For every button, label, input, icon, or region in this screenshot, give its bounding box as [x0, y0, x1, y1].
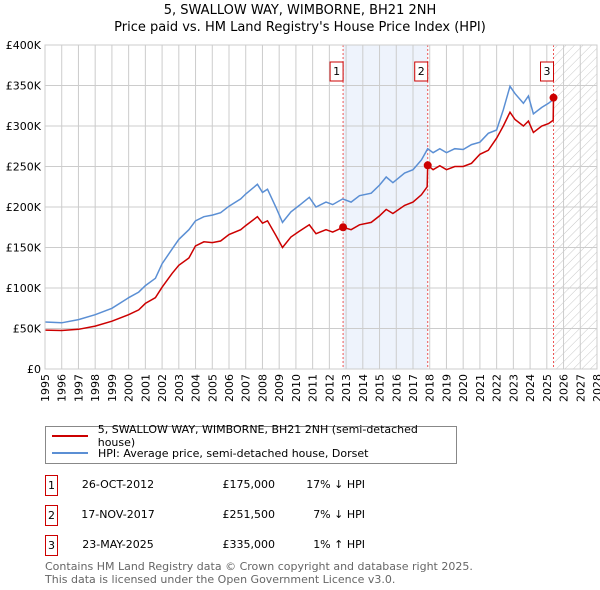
transaction-price: £175,000: [222, 478, 276, 491]
footer-line-1: Contains HM Land Registry data © Crown c…: [45, 560, 473, 573]
transaction-price: £335,000: [222, 538, 276, 551]
x-tick-label: 2025: [541, 374, 554, 402]
x-tick-label: 2024: [524, 374, 537, 402]
sale-point: [339, 223, 348, 232]
title-line-1: 5, SWALLOW WAY, WIMBORNE, BH21 2NH: [163, 3, 437, 18]
transaction-row: 3 23-MAY-2025 £335,000 1% ↑ HPI: [45, 535, 445, 556]
marker-badge-label: 1: [333, 65, 340, 78]
x-tick-label: 2017: [407, 374, 420, 402]
y-tick-label: £150K: [6, 242, 42, 255]
chart-legend: 5, SWALLOW WAY, WIMBORNE, BH21 2NH (semi…: [45, 423, 457, 464]
y-tick-label: £400K: [6, 39, 42, 52]
transaction-hpi-diff: 17% ↓ HPI: [306, 478, 365, 491]
x-tick-label: 2012: [323, 374, 336, 402]
transaction-date: 17-NOV-2017: [81, 508, 155, 521]
marker-badge: [329, 61, 344, 82]
title-line-2: Price paid vs. HM Land Registry's House …: [114, 20, 486, 35]
legend-item-property: 5, SWALLOW WAY, WIMBORNE, BH21 2NH (semi…: [52, 423, 456, 449]
transaction-badge: 2: [45, 505, 58, 526]
x-tick-label: 2013: [340, 374, 353, 402]
x-tick-label: 2022: [491, 374, 504, 402]
x-tick-label: 2011: [307, 374, 320, 402]
x-tick-label: 2003: [173, 374, 186, 402]
x-tick-label: 1997: [72, 374, 85, 402]
x-tick-label: 1998: [89, 374, 102, 402]
y-tick-label: £300K: [6, 120, 42, 133]
x-tick-label: 2028: [591, 374, 600, 402]
transaction-hpi-diff: 7% ↓ HPI: [313, 508, 365, 521]
x-tick-label: 2027: [574, 374, 587, 402]
transaction-date: 23-MAY-2025: [82, 538, 154, 551]
x-tick-label: 2018: [424, 374, 437, 402]
x-tick-label: 2007: [240, 374, 253, 402]
legend-label-property: 5, SWALLOW WAY, WIMBORNE, BH21 2NH (semi…: [97, 423, 418, 449]
x-tick-label: 2026: [558, 374, 571, 402]
transaction-hpi-diff: 1% ↑ HPI: [313, 538, 365, 551]
chart-title: 5, SWALLOW WAY, WIMBORNE, BH21 2NH Price…: [0, 2, 600, 36]
transaction-row: 2 17-NOV-2017 £251,500 7% ↓ HPI: [45, 505, 445, 526]
y-tick-label: £50K: [13, 323, 42, 336]
x-tick-label: 2008: [256, 374, 269, 402]
price-chart: 1995 1996 1997 1998 1999 2000 2001 2002 2003 2004…: [6, 39, 600, 402]
marker-badge-label: 2: [418, 65, 425, 78]
marker-badge-label: 3: [544, 65, 551, 78]
footer: Contains HM Land Registry data © Crown c…: [45, 560, 473, 586]
y-tick-label: £350K: [6, 80, 42, 93]
legend-item-hpi: HPI: Average price, semi-detached house,…: [52, 445, 368, 461]
transaction-row: 1 26-OCT-2012 £175,000 17% ↓ HPI: [45, 475, 445, 496]
series-line: [44, 97, 555, 332]
transaction-date: 26-OCT-2012: [81, 478, 155, 491]
legend-swatch-hpi: [52, 452, 88, 454]
x-tick-label: 2021: [474, 374, 487, 402]
x-tick-label: 1995: [39, 374, 52, 402]
sale-point: [549, 93, 558, 102]
transaction-price: £251,500: [222, 508, 276, 521]
legend-swatch-property: [52, 435, 88, 437]
x-tick-label: 2005: [206, 374, 219, 402]
transaction-badge: 1: [45, 475, 58, 496]
marker-badge: [414, 61, 429, 82]
x-tick-label: 2023: [507, 374, 520, 402]
series-line: [44, 84, 554, 324]
plot-border: [44, 44, 598, 370]
y-tick-label: £200K: [6, 201, 42, 214]
x-tick-label: 2014: [357, 374, 370, 402]
transaction-badge: 3: [45, 535, 58, 556]
legend-label-hpi: HPI: Average price, semi-detached house,…: [98, 446, 369, 460]
x-tick-label: 2002: [156, 374, 169, 402]
x-tick-label: 2016: [390, 374, 403, 402]
marker-badge: [540, 61, 555, 82]
y-tick-label: £0: [27, 363, 41, 376]
x-tick-label: 2001: [139, 374, 152, 402]
sale-point: [423, 161, 432, 170]
x-tick-label: 1996: [56, 374, 69, 402]
x-tick-label: 2009: [273, 374, 286, 402]
x-tick-label: 2000: [123, 374, 136, 402]
x-tick-label: 2015: [374, 374, 387, 402]
x-tick-label: 2020: [457, 374, 470, 402]
footer-line-2: This data is licensed under the Open Gov…: [45, 573, 396, 586]
y-tick-label: £100K: [6, 282, 42, 295]
x-tick-label: 2019: [440, 374, 453, 402]
x-tick-label: 2006: [223, 374, 236, 402]
x-tick-label: 2010: [290, 374, 303, 402]
x-tick-label: 1999: [106, 374, 119, 402]
y-tick-label: £250K: [6, 161, 42, 174]
x-tick-label: 2004: [190, 374, 203, 402]
